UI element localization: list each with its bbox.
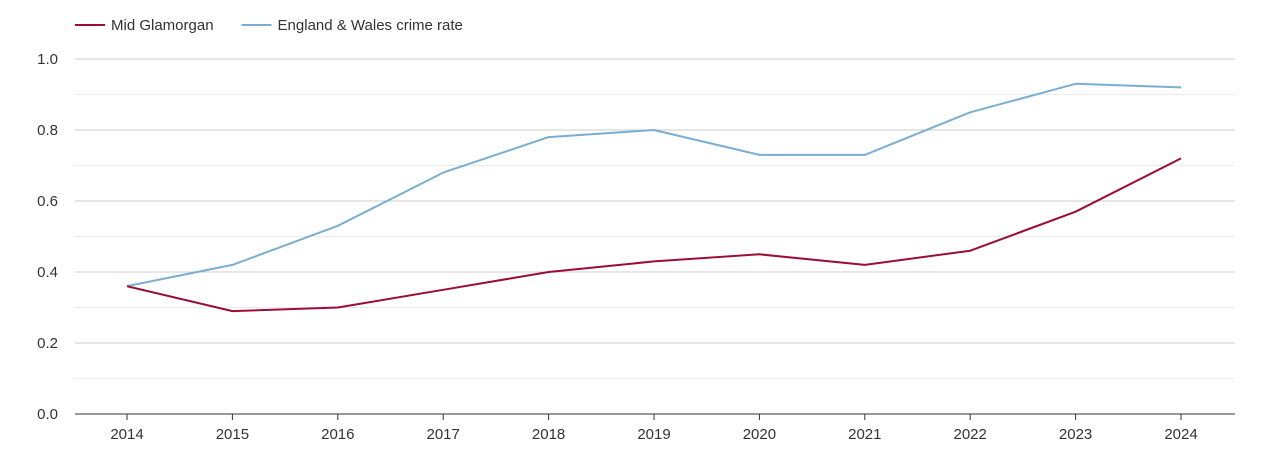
series-line-england-wales-crime-rate [126,82,1182,288]
x-tick-label: 2024 [1164,426,1197,443]
y-axis: 0.0 0.2 0.4 0.6 0.8 1.0 [37,51,58,423]
x-tick-label: 2023 [1059,426,1092,443]
x-tick-label: 2018 [532,426,565,443]
y-tick-label: 0.8 [37,122,58,139]
x-tick-label: 2015 [216,426,249,443]
legend-label: England & Wales crime rate [278,17,463,34]
legend: Mid Glamorgan England & Wales crime rate [75,17,463,34]
gridlines [75,58,1235,379]
y-tick-label: 0.0 [37,406,58,423]
y-tick-label: 0.2 [37,335,58,352]
series-lines [126,82,1182,313]
x-tick-label: 2016 [321,426,354,443]
x-tick-label: 2014 [110,426,143,443]
y-tick-label: 0.4 [37,264,58,281]
y-tick-label: 1.0 [37,51,58,68]
x-tick-label: 2021 [848,426,881,443]
legend-item-england-wales-crime-rate: England & Wales crime rate [241,17,463,34]
legend-label: Mid Glamorgan [111,17,214,34]
y-tick-label: 0.6 [37,193,58,210]
legend-item-mid-glamorgan: Mid Glamorgan [75,17,214,34]
x-axis: 2014 2015 2016 2017 2018 2019 2020 2021 2022 2023… [75,413,1235,443]
x-tick-label: 2017 [427,426,460,443]
x-tick-label: 2020 [743,426,776,443]
x-tick-label: 2022 [954,426,987,443]
x-tick-label: 2019 [637,426,670,443]
series-line-mid-glamorgan [126,157,1182,313]
